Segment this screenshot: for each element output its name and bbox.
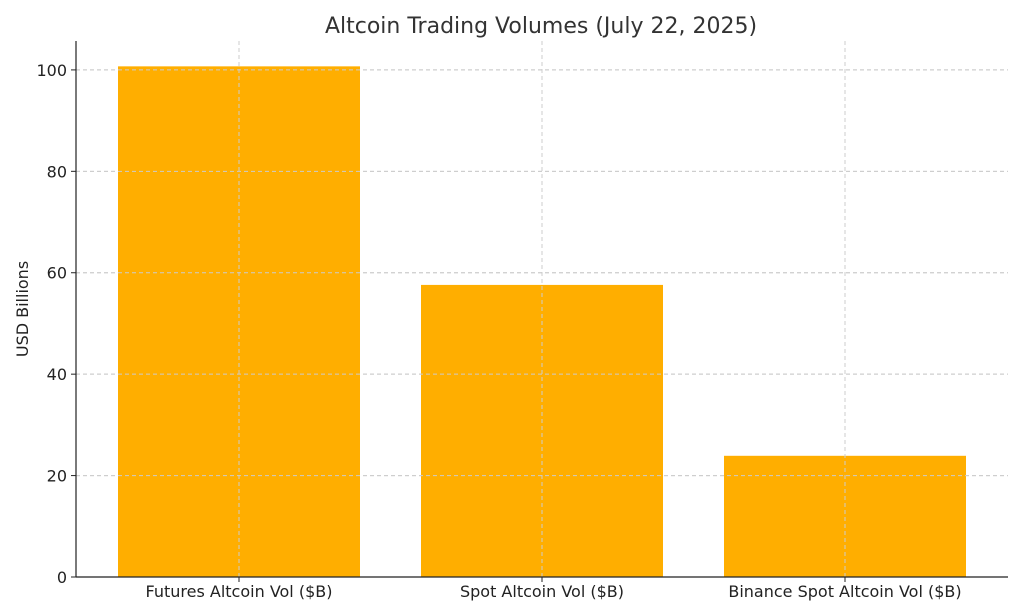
ticks: 0 20 40 60 80 100 Futures Altcoin Vol ($B) Spot… bbox=[36, 61, 961, 601]
bar bbox=[421, 284, 663, 577]
x-tick-label: Binance Spot Altcoin Vol ($B) bbox=[728, 582, 961, 601]
y-tick-label: 60 bbox=[47, 264, 67, 283]
y-tick-label: 0 bbox=[57, 568, 67, 587]
chart-title: Altcoin Trading Volumes (July 22, 2025) bbox=[325, 14, 757, 39]
grid-overlay bbox=[76, 41, 1008, 577]
bar bbox=[724, 455, 966, 577]
y-tick-label: 80 bbox=[47, 162, 67, 181]
x-tick-label: Spot Altcoin Vol ($B) bbox=[460, 582, 624, 601]
y-tick-label: 20 bbox=[47, 467, 67, 486]
x-tick-label: Futures Altcoin Vol ($B) bbox=[146, 582, 333, 601]
y-axis-label: USD Billions bbox=[13, 261, 32, 357]
y-tick-label: 40 bbox=[47, 365, 67, 384]
y-tick-label: 100 bbox=[36, 61, 67, 80]
